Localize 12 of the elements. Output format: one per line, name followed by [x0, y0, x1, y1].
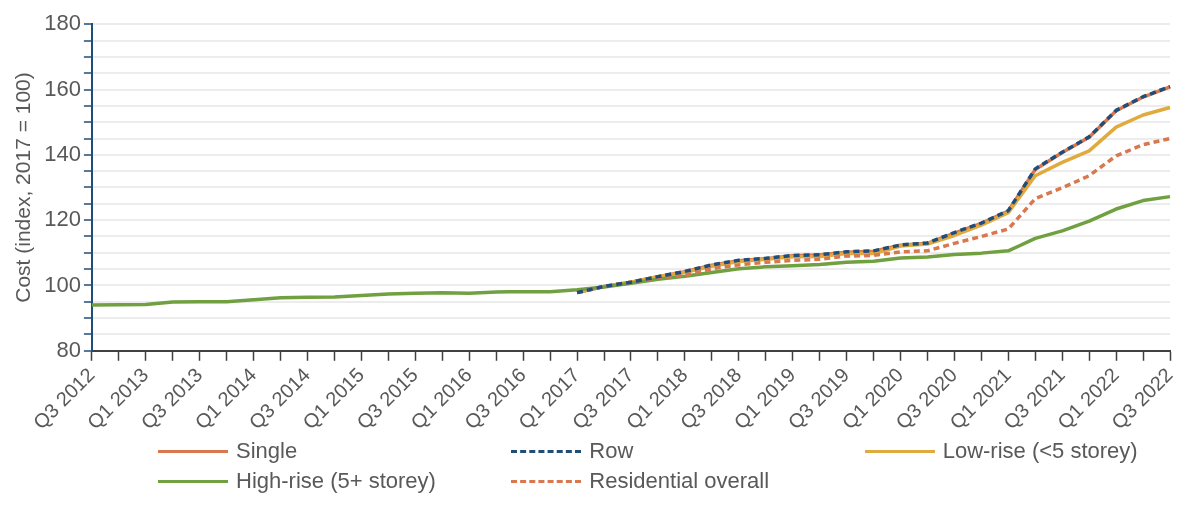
- legend-label: Single: [236, 438, 298, 464]
- y-axis-title: Cost (index, 2017 = 100): [11, 72, 35, 303]
- y-tick-label: 160: [44, 75, 81, 101]
- legend-label: Residential overall: [589, 468, 770, 494]
- y-tick-label: 100: [44, 271, 81, 297]
- legend-label: High-rise (5+ storey): [236, 468, 436, 494]
- y-tick-label: 180: [44, 10, 81, 36]
- legend-label: Row: [589, 438, 634, 464]
- legend-label: Low-rise (<5 storey): [942, 438, 1138, 464]
- y-tick-label: 120: [44, 206, 81, 232]
- y-tick-label: 140: [44, 140, 81, 166]
- y-tick-label: 80: [56, 336, 81, 362]
